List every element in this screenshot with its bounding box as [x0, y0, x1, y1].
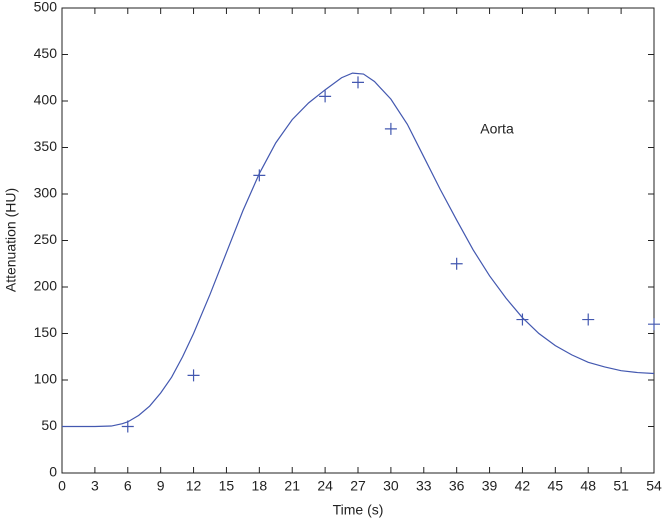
x-tick-label: 15 [219, 478, 235, 494]
data-point [450, 257, 463, 270]
y-tick-label: 500 [34, 0, 58, 15]
y-tick-label: 100 [34, 371, 58, 387]
y-tick-label: 350 [34, 138, 58, 154]
data-point [648, 318, 660, 331]
x-tick-label: 39 [482, 478, 498, 494]
data-point [253, 169, 266, 182]
y-tick-label: 400 [34, 92, 58, 108]
data-point [319, 90, 332, 103]
x-tick-label: 27 [350, 478, 366, 494]
data-point [582, 313, 595, 326]
y-tick-label: 50 [41, 417, 57, 433]
data-point [516, 313, 529, 326]
y-tick-label: 150 [34, 324, 58, 340]
y-tick-label: 300 [34, 185, 58, 201]
y-tick-label: 200 [34, 278, 58, 294]
x-tick-label: 54 [646, 478, 662, 494]
data-point [187, 369, 200, 382]
x-tick-label: 33 [416, 478, 432, 494]
data-point [384, 122, 397, 135]
y-axis-label: Attenuation (HU) [3, 188, 19, 292]
data-point [352, 76, 364, 89]
x-tick-label: 0 [58, 478, 66, 494]
x-tick-label: 18 [252, 478, 268, 494]
y-tick-label: 0 [49, 464, 57, 480]
x-tick-label: 12 [186, 478, 202, 494]
x-tick-label: 36 [449, 478, 465, 494]
y-tick-label: 250 [34, 231, 58, 247]
x-tick-label: 9 [157, 478, 165, 494]
x-tick-label: 51 [613, 478, 629, 494]
x-tick-label: 45 [548, 478, 564, 494]
data-point [121, 420, 134, 433]
x-tick-label: 30 [383, 478, 399, 494]
x-tick-label: 21 [284, 478, 300, 494]
y-tick-label: 450 [34, 45, 58, 61]
x-tick-label: 3 [91, 478, 99, 494]
x-tick-label: 48 [580, 478, 596, 494]
x-axis-label: Time (s) [333, 502, 384, 518]
fit-curve [62, 72, 655, 428]
x-tick-label: 24 [317, 478, 333, 494]
x-tick-label: 6 [124, 478, 132, 494]
annotation: Aorta [480, 121, 514, 137]
x-tick-label: 42 [515, 478, 531, 494]
